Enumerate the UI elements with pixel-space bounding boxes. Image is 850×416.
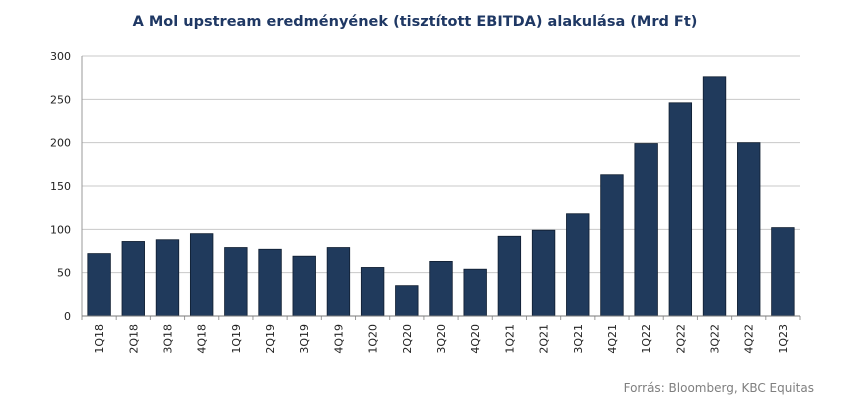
gridlines — [82, 55, 800, 274]
y-tick-label: 0 — [64, 310, 71, 323]
source-note: Forrás: Bloomberg, KBC Equitas — [623, 381, 814, 395]
x-tick-label: 3Q19 — [298, 324, 311, 354]
x-tick-label: 1Q19 — [230, 324, 243, 354]
bar-1Q18 — [87, 253, 111, 317]
chart-title: A Mol upstream eredményének (tisztított … — [132, 14, 698, 30]
bar-1Q23 — [771, 227, 795, 317]
x-tick-label: 2Q21 — [538, 324, 551, 354]
bars — [87, 76, 795, 317]
x-tick-label: 2Q22 — [674, 324, 687, 354]
bar-1Q21 — [497, 235, 522, 317]
bar-2Q18 — [121, 241, 145, 317]
bar-1Q19 — [224, 247, 248, 317]
y-tick-label: 300 — [50, 50, 71, 63]
x-tick-label: 4Q19 — [332, 324, 345, 354]
x-tick-label: 1Q22 — [640, 324, 653, 354]
x-tick-label: 4Q22 — [743, 324, 756, 354]
y-tick-label: 100 — [50, 223, 71, 236]
bar-4Q18 — [189, 233, 214, 317]
x-tick-label: 1Q23 — [777, 324, 790, 354]
x-tick-label: 1Q21 — [503, 324, 516, 354]
x-tick-label: 2Q20 — [401, 324, 414, 354]
y-tick-label: 250 — [50, 93, 71, 106]
bar-4Q21 — [600, 174, 624, 317]
y-tick-label: 50 — [57, 267, 71, 280]
x-axis: 1Q18 2Q18 3Q18 4Q18 1Q19 2Q19 3Q19 4Q19 1Q20 2Q20… — [81, 315, 801, 354]
bar-3Q21 — [566, 213, 590, 317]
x-tick-label: 1Q20 — [367, 324, 380, 354]
bar-2Q22 — [668, 102, 693, 317]
bar-3Q18 — [155, 239, 180, 317]
x-tick-label: 3Q18 — [161, 324, 174, 354]
bar-2Q19 — [258, 248, 282, 317]
x-tick-label: 4Q20 — [469, 324, 482, 354]
bar-1Q22 — [634, 143, 658, 317]
bar-1Q20 — [360, 267, 385, 317]
bar-3Q20 — [429, 260, 453, 317]
y-axis: 0 50 100 150 200 250 300 — [50, 50, 83, 323]
x-tick-label: 3Q22 — [709, 324, 722, 354]
bar-4Q19 — [326, 247, 351, 317]
bar-4Q20 — [463, 268, 487, 317]
x-tick-label: 4Q18 — [196, 324, 209, 354]
y-tick-label: 200 — [50, 137, 71, 150]
x-tick-label: 4Q21 — [606, 324, 619, 354]
x-tick-label: 3Q20 — [435, 324, 448, 354]
x-tick-label: 2Q18 — [127, 324, 140, 354]
x-tick-label: 3Q21 — [572, 324, 585, 354]
bar-3Q19 — [292, 255, 316, 317]
y-tick-label: 150 — [50, 180, 71, 193]
bar-2Q20 — [395, 285, 419, 317]
bar-2Q21 — [531, 229, 556, 317]
x-tick-label: 1Q18 — [93, 324, 106, 354]
x-tick-label: 2Q19 — [264, 324, 277, 354]
bar-3Q22 — [702, 76, 727, 317]
bar-4Q22 — [737, 142, 761, 317]
